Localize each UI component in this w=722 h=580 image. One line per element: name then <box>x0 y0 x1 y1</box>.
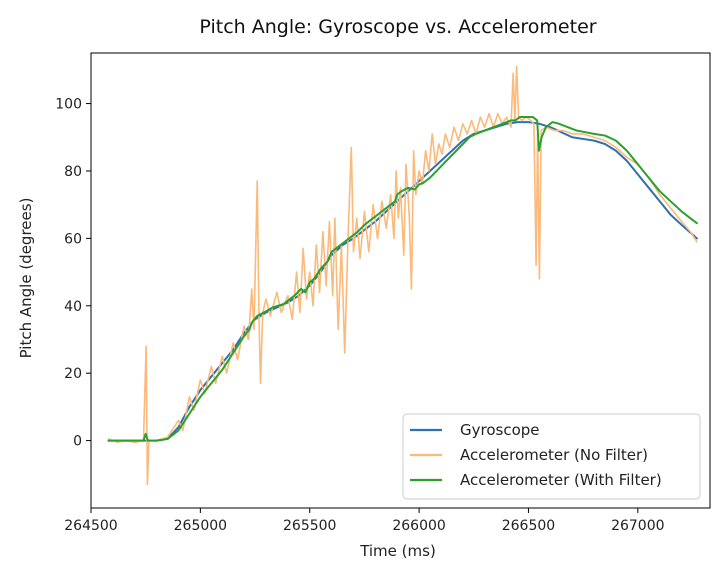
legend-label-1: Gyroscope <box>460 421 540 439</box>
y-tick-label: 0 <box>73 434 82 450</box>
x-tick-label: 264500 <box>64 518 117 534</box>
x-tick-label: 266000 <box>392 518 445 534</box>
chart-title: Pitch Angle: Gyroscope vs. Accelerometer <box>199 16 596 38</box>
legend-label-3: Accelerometer (With Filter) <box>460 471 662 489</box>
y-tick-label: 60 <box>64 231 82 247</box>
y-axis-label: Pitch Angle (degrees) <box>17 198 35 359</box>
series-line-3 <box>107 116 698 442</box>
x-tick-label: 265000 <box>174 518 227 534</box>
legend-label-2: Accelerometer (No Filter) <box>460 446 648 464</box>
x-tick-label: 267000 <box>611 518 664 534</box>
plot-lines <box>107 65 698 486</box>
plot-frame <box>90 52 711 509</box>
legend-box <box>402 413 701 500</box>
y-tick-label: 80 <box>64 164 82 180</box>
y-tick-label: 40 <box>64 299 82 315</box>
x-tick-label: 265500 <box>283 518 336 534</box>
x-axis-label: Time (ms) <box>359 542 436 560</box>
series-line-2 <box>107 65 698 486</box>
x-tick-label: 266500 <box>502 518 555 534</box>
y-tick-label: 20 <box>64 366 82 382</box>
y-tick-label: 100 <box>55 97 82 113</box>
x-axis: 264500 265000 265500 266000 266500 267000 <box>64 508 665 534</box>
legend: Gyroscope Accelerometer (No Filter) Accele… <box>402 413 701 500</box>
y-axis: 0 20 40 60 80 100 <box>55 97 91 450</box>
